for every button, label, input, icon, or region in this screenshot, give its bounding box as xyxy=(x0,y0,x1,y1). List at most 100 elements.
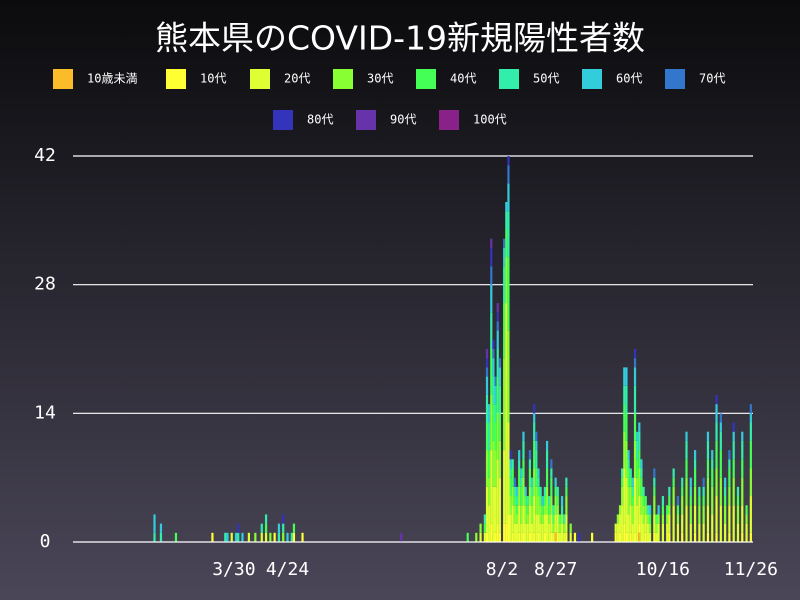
bar-segment xyxy=(715,468,718,497)
bar-segment xyxy=(496,330,499,349)
bar-segment xyxy=(485,422,489,451)
bar-segment xyxy=(230,532,233,542)
bar-segment xyxy=(625,532,628,542)
bar-segment xyxy=(554,514,557,533)
bar-segment xyxy=(681,532,684,542)
bar-segment xyxy=(492,376,495,405)
bar-segment xyxy=(507,514,510,542)
bar-segment xyxy=(627,468,630,487)
bar-segment xyxy=(633,440,637,478)
bar-segment xyxy=(509,459,512,469)
bar-segment xyxy=(631,486,634,497)
bar-segment xyxy=(530,496,534,506)
bar-segment xyxy=(511,486,514,506)
bar-segment xyxy=(550,514,553,533)
bar-segment xyxy=(498,385,501,414)
bar-segment xyxy=(668,486,671,497)
bar-segment xyxy=(565,496,568,515)
legend-swatch xyxy=(250,69,270,89)
bar-segment xyxy=(485,367,489,377)
bar-segment xyxy=(646,514,649,524)
bar-segment xyxy=(503,238,506,248)
bar-segment xyxy=(513,486,516,497)
bar-segment xyxy=(625,367,628,386)
bar-segment xyxy=(503,523,506,542)
bar-segment xyxy=(226,532,229,542)
bar-segment xyxy=(490,266,493,285)
legend-label: 100代 xyxy=(473,113,507,127)
bar-segment xyxy=(507,422,510,515)
bar-segment xyxy=(618,514,622,533)
x-tick-label: 8/2 xyxy=(486,559,519,580)
bar-segment xyxy=(672,505,675,542)
bar-segment xyxy=(537,468,540,478)
bar-segment xyxy=(528,459,532,469)
bar-segment xyxy=(247,532,250,542)
bar-segment xyxy=(494,422,497,451)
chart-title: 熊本県のCOVID-19新規陽性者数 xyxy=(155,19,645,58)
bar-segment xyxy=(292,532,296,542)
bar-segment xyxy=(522,431,525,441)
bar-segment xyxy=(569,532,572,542)
bar-segment xyxy=(545,440,549,451)
bar-segment xyxy=(638,523,641,533)
bar-segment xyxy=(174,532,178,542)
bar-segment xyxy=(625,477,628,533)
bar-segment xyxy=(642,486,645,497)
legend-swatch xyxy=(416,69,436,89)
bar-segment xyxy=(640,468,643,478)
bar-segment xyxy=(653,486,656,497)
bar-segment xyxy=(715,532,718,542)
bar-segment xyxy=(524,523,527,542)
bar-segment xyxy=(621,505,624,542)
bar-segment xyxy=(518,532,521,542)
bar-segment xyxy=(719,477,722,506)
bar-segment xyxy=(548,514,551,524)
bar-segment xyxy=(702,486,705,497)
bar-segment xyxy=(498,413,501,441)
bar-segment xyxy=(533,532,536,542)
bar-segment xyxy=(503,266,506,304)
bar-segment xyxy=(666,523,669,542)
bar-segment xyxy=(530,523,534,542)
bar-segment xyxy=(627,514,630,542)
bar-segment xyxy=(509,496,512,515)
bar-segment xyxy=(719,450,722,478)
bar-segment xyxy=(648,532,652,542)
x-tick-label: 8/27 xyxy=(534,559,577,580)
legend-swatch xyxy=(356,110,376,130)
bar-segment xyxy=(520,468,523,478)
bar-segment xyxy=(269,532,272,542)
bar-segment xyxy=(520,523,523,542)
y-tick-label: 0 xyxy=(40,531,51,552)
legend-swatch xyxy=(582,69,602,89)
bar-segment xyxy=(535,514,538,542)
bar-segment xyxy=(638,431,641,451)
bar-segment xyxy=(533,422,536,441)
legend-label: 80代 xyxy=(307,113,333,127)
bar-segment xyxy=(485,486,489,533)
bar-segment xyxy=(642,523,645,542)
bar-segment xyxy=(292,523,296,533)
bar-segment xyxy=(264,532,268,542)
bar-segment xyxy=(543,486,547,497)
bar-segment xyxy=(507,165,510,184)
bar-segment xyxy=(560,523,564,542)
bar-segment xyxy=(629,532,632,542)
bar-segment xyxy=(638,532,641,542)
bar-segment xyxy=(655,532,658,542)
bar-segment xyxy=(520,477,523,487)
bar-segment xyxy=(507,156,510,166)
bar-segment xyxy=(545,468,549,487)
bar-segment xyxy=(693,450,697,460)
bar-segment xyxy=(745,514,748,524)
bar-segment xyxy=(638,450,641,469)
bar-segment xyxy=(646,523,649,542)
bar-segment xyxy=(498,477,501,533)
bar-segment xyxy=(153,514,156,533)
bar-segment xyxy=(633,358,637,368)
bar-segment xyxy=(693,532,697,542)
bar-segment xyxy=(211,532,214,542)
bar-segment xyxy=(614,532,617,542)
